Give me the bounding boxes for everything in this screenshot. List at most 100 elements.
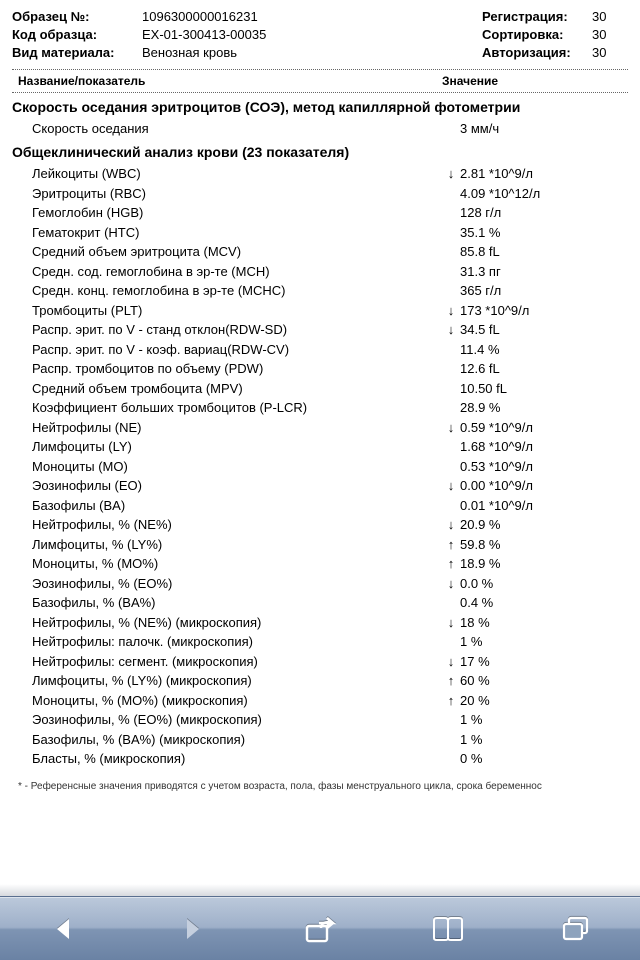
param-name: Лимфоциты, % (LY%) bbox=[12, 535, 442, 555]
param-value: 1 % bbox=[460, 730, 628, 750]
trend-arrow-icon bbox=[442, 730, 460, 750]
trend-arrow-icon bbox=[442, 379, 460, 399]
trend-arrow-icon bbox=[442, 359, 460, 379]
header-value: 1096300000016231 bbox=[142, 8, 258, 26]
result-row: Коэффициент больших тромбоцитов (P-LCR) 2… bbox=[12, 398, 628, 418]
param-name: Базофилы (BA) bbox=[12, 496, 442, 516]
result-row: Моноциты (MO)0.53 *10^9/л bbox=[12, 457, 628, 477]
param-name: Базофилы, % (BA%) bbox=[12, 593, 442, 613]
back-button[interactable] bbox=[42, 907, 86, 951]
trend-arrow-icon: ↓ bbox=[442, 574, 460, 594]
forward-icon bbox=[178, 915, 206, 943]
param-value: 0.01 *10^9/л bbox=[460, 496, 628, 516]
param-value: 1.68 *10^9/л bbox=[460, 437, 628, 457]
result-row: Эозинофилы (EO)↓0.00 *10^9/л bbox=[12, 476, 628, 496]
trend-arrow-icon: ↓ bbox=[442, 418, 460, 438]
trend-arrow-icon: ↓ bbox=[442, 164, 460, 184]
param-value: 365 г/л bbox=[460, 281, 628, 301]
param-value: 0.00 *10^9/л bbox=[460, 476, 628, 496]
param-name: Распр. эрит. по V - станд отклон(RDW-SD) bbox=[12, 320, 442, 340]
param-value: 3 мм/ч bbox=[460, 119, 628, 139]
tabs-button[interactable] bbox=[554, 907, 598, 951]
param-value: 35.1 % bbox=[460, 223, 628, 243]
result-row: Лимфоциты, % (LY%)↑59.8 % bbox=[12, 535, 628, 555]
col-value: Значение bbox=[442, 74, 628, 88]
param-value: 20.9 % bbox=[460, 515, 628, 535]
trend-arrow-icon bbox=[442, 184, 460, 204]
bookmarks-button[interactable] bbox=[426, 907, 470, 951]
document-content: Образец №:1096300000016231 Код образца:E… bbox=[0, 0, 640, 896]
trend-arrow-icon: ↓ bbox=[442, 515, 460, 535]
share-button[interactable] bbox=[298, 907, 342, 951]
header-value: 30 bbox=[592, 44, 606, 62]
param-value: 4.09 *10^12/л bbox=[460, 184, 628, 204]
result-row: Моноциты, % (MO%) (микроскопия)↑20 % bbox=[12, 691, 628, 711]
param-name: Эозинофилы, % (EO%) bbox=[12, 574, 442, 594]
param-value: 20 % bbox=[460, 691, 628, 711]
param-name: Коэффициент больших тромбоцитов (P-LCR) bbox=[12, 398, 442, 418]
col-name: Название/показатель bbox=[12, 74, 442, 88]
trend-arrow-icon: ↓ bbox=[442, 476, 460, 496]
param-name: Гематокрит (HTC) bbox=[12, 223, 442, 243]
param-value: 0 % bbox=[460, 749, 628, 769]
param-name: Моноциты (MO) bbox=[12, 457, 442, 477]
header-label: Код образца: bbox=[12, 26, 142, 44]
result-row: Гемоглобин (HGB)128 г/л bbox=[12, 203, 628, 223]
result-row: Моноциты, % (MO%)↑18.9 % bbox=[12, 554, 628, 574]
trend-arrow-icon bbox=[442, 203, 460, 223]
trend-arrow-icon: ↓ bbox=[442, 613, 460, 633]
result-row: Гематокрит (HTC) 35.1 % bbox=[12, 223, 628, 243]
trend-arrow-icon: ↓ bbox=[442, 652, 460, 672]
param-value: 10.50 fL bbox=[460, 379, 628, 399]
result-row: Распр. эрит. по V - коэф. вариац(RDW-CV)… bbox=[12, 340, 628, 360]
trend-arrow-icon: ↑ bbox=[442, 691, 460, 711]
param-value: 0.59 *10^9/л bbox=[460, 418, 628, 438]
param-name: Моноциты, % (MO%) (микроскопия) bbox=[12, 691, 442, 711]
trend-arrow-icon bbox=[442, 749, 460, 769]
header-value: EX-01-300413-00035 bbox=[142, 26, 266, 44]
section-title: Общеклинический анализ крови (23 показат… bbox=[12, 144, 628, 160]
param-value: 18.9 % bbox=[460, 554, 628, 574]
header-value: 30 bbox=[592, 8, 606, 26]
forward-button[interactable] bbox=[170, 907, 214, 951]
share-icon bbox=[303, 914, 337, 944]
divider bbox=[12, 69, 628, 70]
trend-arrow-icon bbox=[442, 593, 460, 613]
trend-arrow-icon bbox=[442, 281, 460, 301]
result-row: Базофилы, % (BA%) (микроскопия) 1 % bbox=[12, 730, 628, 750]
header-label: Регистрация: bbox=[482, 8, 592, 26]
trend-arrow-icon bbox=[442, 398, 460, 418]
result-row: Распр. эрит. по V - станд отклон(RDW-SD)… bbox=[12, 320, 628, 340]
param-name: Распр. тромбоцитов по объему (PDW) bbox=[12, 359, 442, 379]
trend-arrow-icon bbox=[442, 262, 460, 282]
param-name: Нейтрофилы, % (NE%) bbox=[12, 515, 442, 535]
param-value: 28.9 % bbox=[460, 398, 628, 418]
param-name: Распр. эрит. по V - коэф. вариац(RDW-CV) bbox=[12, 340, 442, 360]
header-value: 30 bbox=[592, 26, 606, 44]
param-name: Средн. конц. гемоглобина в эр-те (MCHC) bbox=[12, 281, 442, 301]
param-value: 173 *10^9/л bbox=[460, 301, 628, 321]
param-name: Скорость оседания bbox=[12, 119, 442, 139]
result-row: Лимфоциты, % (LY%) (микроскопия)↑60 % bbox=[12, 671, 628, 691]
result-row: Нейтрофилы (NE)↓0.59 *10^9/л bbox=[12, 418, 628, 438]
trend-arrow-icon bbox=[442, 496, 460, 516]
param-name: Нейтрофилы (NE) bbox=[12, 418, 442, 438]
param-name: Средний объем эритроцита (MCV) bbox=[12, 242, 442, 262]
result-row: Лимфоциты (LY)1.68 *10^9/л bbox=[12, 437, 628, 457]
param-value: 2.81 *10^9/л bbox=[460, 164, 628, 184]
param-name: Эозинофилы (EO) bbox=[12, 476, 442, 496]
param-name: Эритроциты (RBC) bbox=[12, 184, 442, 204]
result-row: Лейкоциты (WBC)↓2.81 *10^9/л bbox=[12, 164, 628, 184]
result-row: Средний объем эритроцита (MCV)85.8 fL bbox=[12, 242, 628, 262]
header-value: Венозная кровь bbox=[142, 44, 237, 62]
param-name: Тромбоциты (PLT) bbox=[12, 301, 442, 321]
header: Образец №:1096300000016231 Код образца:E… bbox=[12, 8, 628, 63]
result-row: Базофилы (BA) 0.01 *10^9/л bbox=[12, 496, 628, 516]
result-row: Бласты, % (микроскопия)0 % bbox=[12, 749, 628, 769]
param-value: 0.4 % bbox=[460, 593, 628, 613]
header-label: Вид материала: bbox=[12, 44, 142, 62]
param-name: Эозинофилы, % (EO%) (микроскопия) bbox=[12, 710, 442, 730]
param-name: Нейтрофилы: сегмент. (микроскопия) bbox=[12, 652, 442, 672]
trend-arrow-icon bbox=[442, 632, 460, 652]
param-name: Базофилы, % (BA%) (микроскопия) bbox=[12, 730, 442, 750]
